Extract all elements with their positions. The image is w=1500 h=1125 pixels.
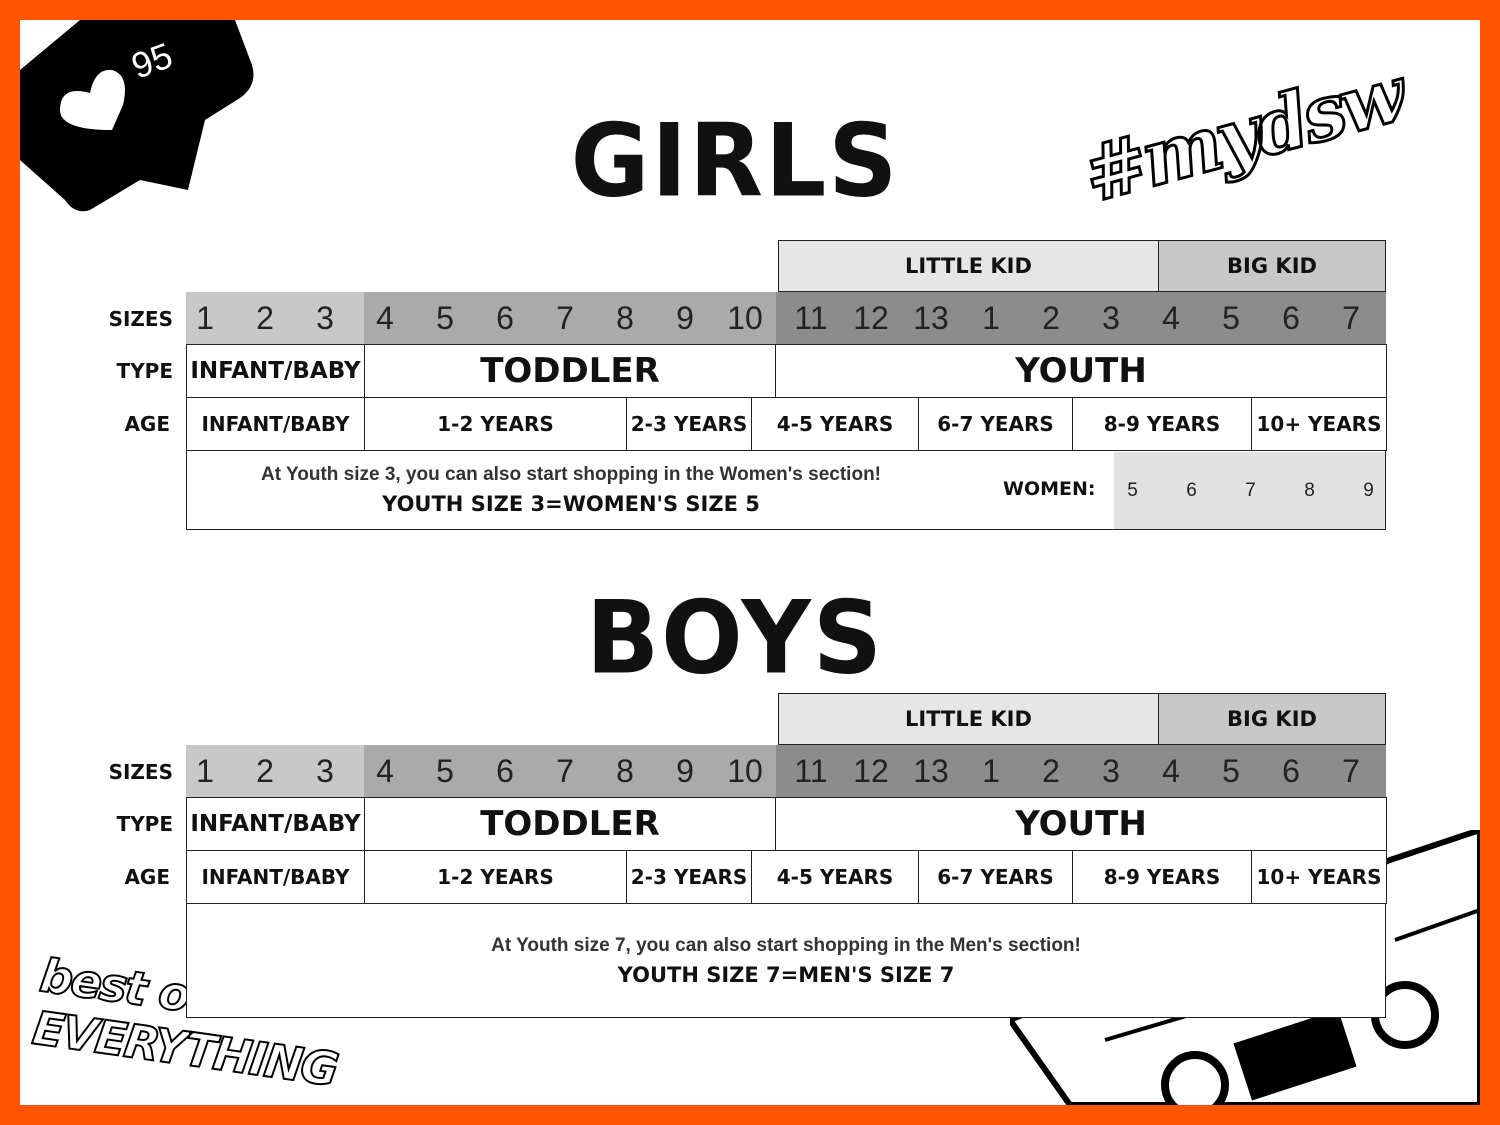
note-text: At Youth size 3, you can also start shop…: [261, 464, 881, 485]
size-value: 1: [982, 299, 1000, 336]
size-band-toddler: [364, 292, 776, 344]
size-chart-page: 95 #mydsw best of EVERYTHING GIRLS LITTLE…: [20, 20, 1480, 1105]
row-label-age: AGE: [124, 412, 170, 436]
size-value: 8: [616, 299, 634, 336]
age-cell: 1-2 YEARS: [364, 850, 627, 904]
size-value: 8: [616, 752, 634, 789]
size-value: 13: [913, 752, 949, 789]
age-cell: 10+ YEARS: [1251, 397, 1387, 451]
size-value: 10: [727, 752, 763, 789]
size-band-youth: [776, 292, 1386, 344]
note-bold-text: YOUTH SIZE 3=WOMEN'S SIZE 5: [382, 492, 760, 516]
women-size-value: 9: [1363, 479, 1374, 501]
size-value: 4: [376, 752, 394, 789]
age-cell: 6-7 YEARS: [918, 397, 1073, 451]
size-band-infant: [186, 292, 364, 344]
big-kid-header: BIG KID: [1158, 240, 1386, 292]
size-value: 2: [256, 299, 274, 336]
type-cell: TODDLER: [364, 797, 776, 851]
size-band-infant: [186, 745, 364, 797]
size-value: 6: [1282, 752, 1300, 789]
size-value: 3: [316, 752, 334, 789]
size-value: 12: [853, 752, 889, 789]
size-value: 3: [1102, 299, 1120, 336]
size-value: 9: [676, 299, 694, 336]
women-size-value: 6: [1186, 479, 1197, 501]
size-value: 5: [1222, 299, 1240, 336]
note-bold-text: YOUTH SIZE 7=MEN'S SIZE 7: [617, 962, 955, 987]
size-value: 11: [794, 752, 828, 789]
chart-title: GIRLS: [570, 102, 900, 220]
age-cell: INFANT/BABY: [186, 397, 365, 451]
row-label-age: AGE: [124, 865, 170, 889]
age-cell: 4-5 YEARS: [751, 397, 919, 451]
heart-icon: [60, 69, 125, 130]
size-value: 6: [1282, 299, 1300, 336]
age-cell: INFANT/BABY: [186, 850, 365, 904]
type-cell: INFANT/BABY: [186, 344, 365, 398]
size-band-youth: [776, 745, 1386, 797]
size-value: 3: [316, 299, 334, 336]
big-kid-header: BIG KID: [1158, 693, 1386, 745]
type-cell: TODDLER: [364, 344, 776, 398]
age-cell: 2-3 YEARS: [626, 850, 752, 904]
size-value: 5: [436, 752, 454, 789]
likes-badge: [20, 20, 254, 212]
size-value: 5: [1222, 752, 1240, 789]
size-value: 1: [196, 299, 214, 336]
size-value: 13: [913, 299, 949, 336]
size-value: 11: [794, 299, 828, 336]
type-cell: YOUTH: [775, 797, 1387, 851]
size-value: 1: [196, 752, 214, 789]
age-cell: 8-9 YEARS: [1072, 397, 1252, 451]
age-cell: 8-9 YEARS: [1072, 850, 1252, 904]
size-value: 2: [256, 752, 274, 789]
age-cell: 6-7 YEARS: [918, 850, 1073, 904]
type-cell: YOUTH: [775, 344, 1387, 398]
size-value: 7: [556, 299, 574, 336]
size-value: 7: [1342, 299, 1360, 336]
size-value: 4: [1162, 752, 1180, 789]
row-label-type: TYPE: [116, 359, 173, 383]
little-kid-header: LITTLE KID: [778, 240, 1159, 292]
women-size-value: 8: [1304, 479, 1315, 501]
row-label-sizes: SIZES: [108, 760, 173, 784]
size-value: 9: [676, 752, 694, 789]
age-cell: 2-3 YEARS: [626, 397, 752, 451]
little-kid-header: LITTLE KID: [778, 693, 1159, 745]
size-value: 7: [1342, 752, 1360, 789]
age-cell: 4-5 YEARS: [751, 850, 919, 904]
size-value: 12: [853, 299, 889, 336]
size-value: 6: [496, 299, 514, 336]
note-text: At Youth size 7, you can also start shop…: [491, 934, 1081, 956]
size-band-toddler: [364, 745, 776, 797]
size-value: 3: [1102, 752, 1120, 789]
chart-title: BOYS: [585, 579, 884, 697]
note-box: At Youth size 7, you can also start shop…: [186, 903, 1386, 1018]
size-value: 7: [556, 752, 574, 789]
size-value: 4: [1162, 299, 1180, 336]
women-label: WOMEN:: [1003, 478, 1096, 500]
hashtag-logo: #mydsw: [1073, 48, 1414, 221]
size-value: 10: [727, 299, 763, 336]
type-cell: INFANT/BABY: [186, 797, 365, 851]
size-value: 1: [982, 752, 1000, 789]
size-value: 2: [1042, 299, 1060, 336]
size-value: 5: [436, 299, 454, 336]
size-value: 4: [376, 299, 394, 336]
row-label-sizes: SIZES: [108, 307, 173, 331]
row-label-type: TYPE: [116, 812, 173, 836]
age-cell: 10+ YEARS: [1251, 850, 1387, 904]
size-value: 2: [1042, 752, 1060, 789]
age-cell: 1-2 YEARS: [364, 397, 627, 451]
women-size-value: 5: [1127, 479, 1138, 501]
women-size-value: 7: [1245, 479, 1256, 501]
size-value: 6: [496, 752, 514, 789]
women-band: [1114, 452, 1385, 529]
